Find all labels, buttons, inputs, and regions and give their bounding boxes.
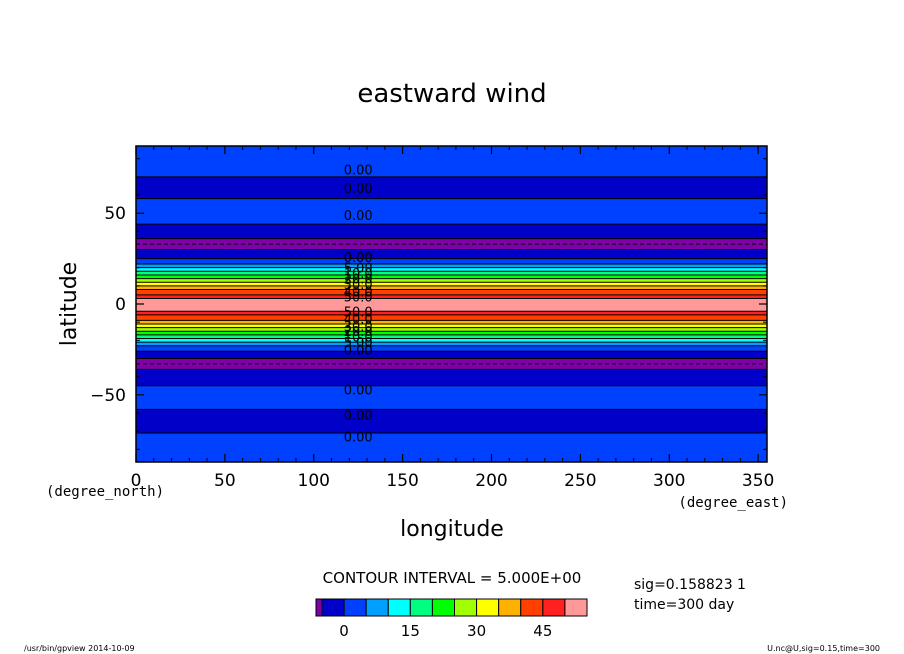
contour-fill-layer	[136, 146, 767, 462]
x-axis-label: longitude	[400, 517, 504, 542]
contour-label: 0.00	[344, 164, 373, 179]
contour-band	[136, 224, 767, 239]
x-tick-label: 350	[742, 471, 774, 491]
y-axis-label: latitude	[57, 262, 82, 346]
contour-label-layer: 0.000.000.000.005.0010.020.030.040.050.0…	[344, 164, 373, 446]
footer-right: U.nc@U,sig=0.15,time=300	[767, 644, 880, 653]
y-tick-label: 0	[115, 295, 126, 315]
x-tick-label: 50	[214, 471, 236, 491]
colorbar-swatch	[387, 598, 411, 617]
contour-label: 40.0	[344, 313, 373, 328]
contour-band	[136, 409, 767, 433]
colorbar-swatch	[476, 598, 500, 617]
contour-band	[136, 338, 767, 343]
x-axis-unit: (degree_east)	[678, 495, 788, 511]
y-axis-unit: (degree_north)	[46, 484, 164, 500]
y-tick-label: 50	[104, 204, 126, 224]
colorbar-swatch	[564, 598, 588, 617]
contour-interval-text: CONTOUR INTERVAL = 5.000E+00	[323, 569, 582, 587]
contour-band	[136, 432, 767, 462]
contour-label: 20.0	[344, 325, 373, 340]
colorbar-tick-label: 30	[467, 622, 486, 640]
contour-band	[136, 327, 767, 332]
contour-band	[136, 198, 767, 225]
contour-band	[136, 311, 767, 315]
contour-band	[136, 267, 767, 272]
colorbar-tick-label: 45	[533, 622, 552, 640]
y-axis: 50 0 −50	[90, 158, 767, 450]
colorbar-tick-label: 15	[401, 622, 420, 640]
contour-band	[136, 342, 767, 346]
contour-band	[136, 294, 767, 299]
contour-label: 0.00	[344, 431, 373, 446]
contour-band	[136, 176, 767, 199]
x-tick-label: 100	[298, 471, 330, 491]
x-tick-label: 300	[653, 471, 685, 491]
x-tick-label: 0	[131, 471, 142, 491]
contour-band	[136, 258, 767, 265]
x-axis: 0 50 100 150 200 250 300 350	[131, 146, 774, 491]
colorbar-swatch	[520, 598, 544, 617]
colorbar-swatch	[343, 598, 367, 617]
contour-band	[136, 345, 767, 352]
colorbar-swatch	[454, 598, 478, 617]
contour-label: 0.00	[344, 182, 373, 197]
colorbar-tick-label: 0	[339, 622, 349, 640]
contour-line-layer	[136, 176, 767, 434]
contour-band	[136, 264, 767, 268]
contour-label: 0.00	[344, 409, 373, 424]
colorbar-swatch	[315, 598, 323, 617]
colorbar-swatch	[365, 598, 389, 617]
contour-label: 0.00	[344, 251, 373, 266]
colorbar-swatch	[431, 598, 455, 617]
contour-band	[136, 320, 767, 324]
colorbar-swatch	[409, 598, 433, 617]
chart-title: eastward wind	[357, 79, 546, 109]
contour-band	[136, 249, 767, 259]
contour-band	[136, 271, 767, 275]
x-tick-label: 200	[475, 471, 507, 491]
contour-label: 0.00	[344, 343, 373, 358]
contour-band	[136, 285, 767, 290]
contour-band	[136, 323, 767, 328]
info-time: time=300 day	[634, 597, 734, 613]
x-tick-label: 150	[386, 471, 418, 491]
contour-label: 50.0	[344, 291, 373, 306]
contour-band	[136, 334, 767, 339]
footer-left: /usr/bin/gpview 2014-10-09	[24, 644, 135, 653]
contour-label: 30.0	[344, 278, 373, 293]
contour-band	[136, 274, 767, 279]
contour-label: 5.00	[344, 262, 373, 277]
contour-band	[136, 385, 767, 410]
contour-label: 30.0	[344, 320, 373, 335]
contour-band	[136, 289, 767, 295]
contour-band	[136, 314, 767, 321]
contour-band	[136, 331, 767, 335]
contour-label: 40.0	[344, 285, 373, 300]
x-tick-label: 250	[564, 471, 596, 491]
colorbar-swatch	[321, 598, 345, 617]
colorbar-swatch	[498, 598, 522, 617]
contour-label: 10.0	[344, 267, 373, 282]
contour-label: 0.00	[344, 383, 373, 398]
contour-band	[136, 282, 767, 286]
contour-label: 0.00	[344, 209, 373, 224]
contour-band	[136, 146, 767, 177]
colorbar-swatch	[542, 598, 566, 617]
contour-label: 5.00	[344, 336, 373, 351]
contour-label: 20.0	[344, 273, 373, 288]
contour-band	[136, 369, 767, 386]
contour-label: 10.0	[344, 331, 373, 346]
contour-band	[136, 351, 767, 359]
contour-band	[136, 278, 767, 283]
colorbar: 0 15 30 45	[315, 598, 588, 640]
contour-band	[136, 298, 767, 312]
contour-label: 50.0	[344, 305, 373, 320]
y-tick-label: −50	[90, 386, 126, 406]
info-sig: sig=0.158823 1	[634, 577, 746, 593]
